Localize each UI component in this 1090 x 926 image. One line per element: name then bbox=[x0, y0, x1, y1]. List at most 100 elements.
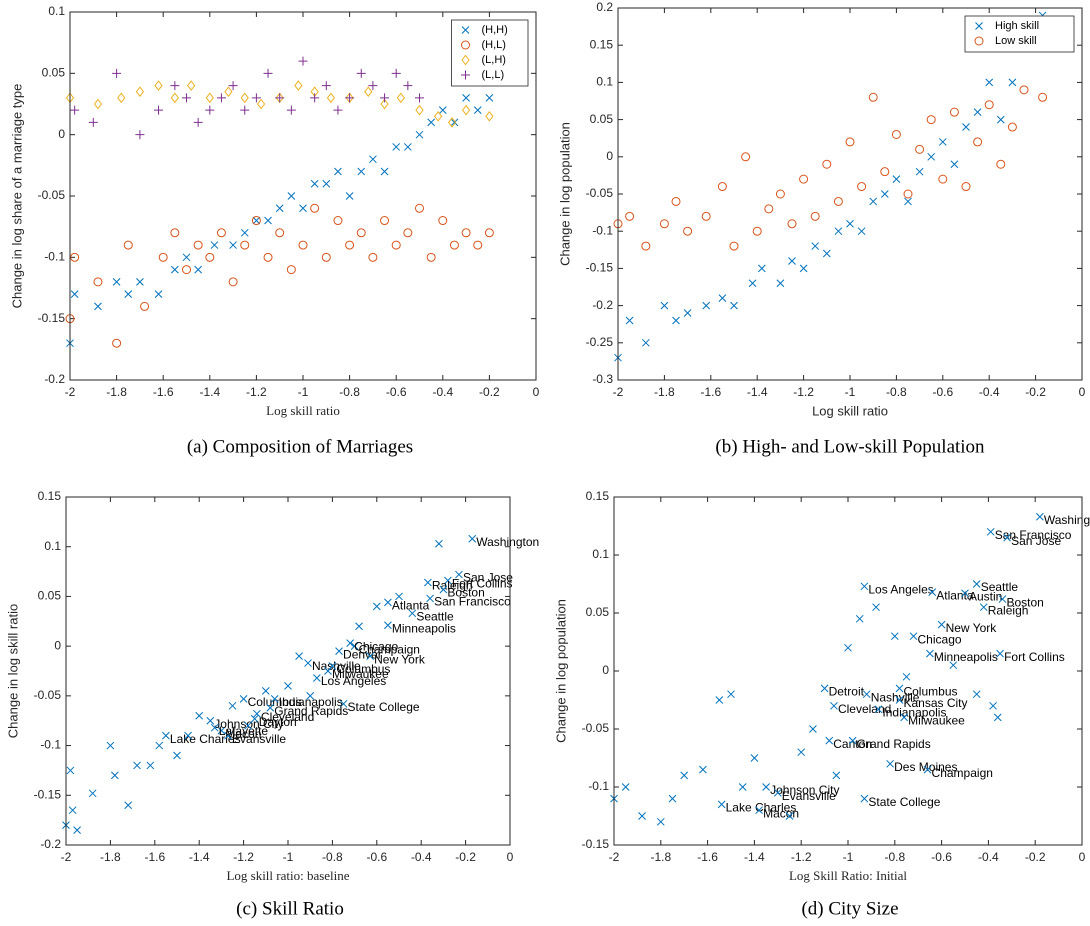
x-tick-label: -1.6 bbox=[697, 850, 718, 864]
point-label: Minneapolis bbox=[934, 650, 998, 664]
data-point bbox=[748, 279, 757, 288]
legend-marker bbox=[461, 54, 470, 66]
data-point bbox=[438, 106, 447, 114]
point-label: San Jose bbox=[1011, 534, 1061, 548]
data-point bbox=[900, 713, 909, 722]
y-tick-label: 0.15 bbox=[38, 489, 62, 503]
x-tick-label: 0 bbox=[533, 385, 540, 399]
x-tick-label: -1.6 bbox=[144, 850, 165, 864]
x-tick-label: -1.6 bbox=[153, 385, 174, 399]
data-point bbox=[403, 143, 412, 151]
data-point bbox=[94, 302, 102, 311]
data-point bbox=[194, 265, 203, 274]
point-label: Des Moines bbox=[894, 760, 957, 774]
x-tick-label: -1.4 bbox=[747, 385, 768, 399]
data-point bbox=[286, 105, 296, 115]
x-tick-label: -0.2 bbox=[455, 850, 476, 864]
data-point bbox=[822, 159, 832, 169]
data-point bbox=[857, 182, 867, 192]
data-point bbox=[334, 167, 342, 176]
x-tick-label: -0.8 bbox=[339, 385, 360, 399]
data-point bbox=[462, 94, 470, 102]
data-point bbox=[450, 118, 459, 127]
data-point bbox=[240, 92, 249, 104]
x-tick-label: -0.8 bbox=[884, 850, 905, 864]
x-tick-label: -0.6 bbox=[932, 385, 953, 399]
data-point bbox=[683, 309, 692, 317]
data-point bbox=[205, 105, 215, 115]
point-label: Raleigh bbox=[988, 603, 1029, 617]
y-tick-label: -0.25 bbox=[586, 335, 614, 349]
data-point bbox=[250, 714, 259, 723]
data-point bbox=[822, 249, 831, 258]
data-point bbox=[757, 264, 766, 273]
data-point bbox=[426, 594, 434, 603]
y-tick-label: -0.05 bbox=[38, 188, 66, 202]
data-point bbox=[485, 110, 494, 122]
data-point bbox=[244, 721, 252, 730]
data-point bbox=[659, 219, 669, 229]
data-point bbox=[434, 110, 443, 122]
data-point bbox=[435, 539, 443, 548]
data-point bbox=[937, 620, 946, 629]
x-tick-label: 0 bbox=[1079, 385, 1086, 399]
data-point bbox=[345, 92, 354, 104]
data-point bbox=[868, 92, 878, 102]
point-label: Lake Charles bbox=[726, 801, 797, 815]
data-point bbox=[832, 771, 841, 780]
data-point bbox=[860, 794, 869, 803]
x-tick-label: -1.4 bbox=[189, 850, 210, 864]
x-tick-label: -0.6 bbox=[366, 850, 387, 864]
point-label: Atlanta bbox=[392, 599, 430, 613]
data-point bbox=[773, 788, 782, 797]
y-tick-label: 0.05 bbox=[590, 112, 614, 126]
y-tick-label: 0.15 bbox=[586, 489, 610, 503]
point-label: Los Angeles bbox=[321, 674, 386, 688]
x-tick-label: -1.8 bbox=[650, 850, 671, 864]
data-point bbox=[229, 241, 237, 249]
point-label: Dayton bbox=[259, 715, 297, 729]
data-point bbox=[384, 621, 392, 630]
data-point bbox=[1007, 122, 1017, 132]
data-point bbox=[252, 216, 261, 225]
data-point bbox=[729, 241, 739, 251]
caption: (c) Skill Ratio bbox=[236, 898, 344, 919]
data-point bbox=[193, 117, 203, 127]
point-label: Chicago bbox=[918, 632, 962, 646]
x-tick-label: -0.4 bbox=[979, 385, 1000, 399]
data-point bbox=[998, 595, 1007, 603]
legend-label: (H,L) bbox=[482, 39, 506, 51]
data-point bbox=[741, 152, 751, 162]
data-point bbox=[380, 93, 390, 103]
data-point bbox=[326, 92, 336, 104]
y-tick-label: -0.2 bbox=[44, 372, 65, 386]
data-point bbox=[261, 687, 270, 695]
point-label: Fort Collins bbox=[452, 577, 513, 591]
point-label: Columbus bbox=[903, 685, 957, 699]
data-point bbox=[1038, 92, 1048, 102]
y-tick-label: 0.1 bbox=[44, 539, 61, 553]
data-point bbox=[752, 226, 762, 236]
data-point bbox=[396, 92, 405, 104]
y-tick-label: 0.05 bbox=[586, 605, 610, 619]
point-label: Canton bbox=[833, 737, 872, 751]
data-point bbox=[391, 240, 401, 250]
y-tick-label: -0.15 bbox=[586, 261, 614, 275]
data-point bbox=[384, 598, 392, 607]
data-point bbox=[123, 240, 133, 250]
axes-box bbox=[617, 7, 1083, 381]
plot-area bbox=[614, 497, 1082, 845]
x-tick-label: -0.2 bbox=[1025, 385, 1046, 399]
point-label: Chicago bbox=[354, 639, 398, 653]
x-tick-label: -0.4 bbox=[432, 385, 453, 399]
data-point bbox=[298, 240, 308, 250]
data-point bbox=[972, 690, 981, 699]
caption: (d) City Size bbox=[801, 898, 898, 919]
data-point bbox=[788, 257, 796, 265]
data-point bbox=[625, 316, 634, 325]
data-point bbox=[641, 338, 650, 347]
data-point bbox=[855, 614, 864, 623]
data-point bbox=[862, 690, 871, 699]
data-point bbox=[979, 603, 988, 612]
data-point bbox=[403, 228, 413, 238]
